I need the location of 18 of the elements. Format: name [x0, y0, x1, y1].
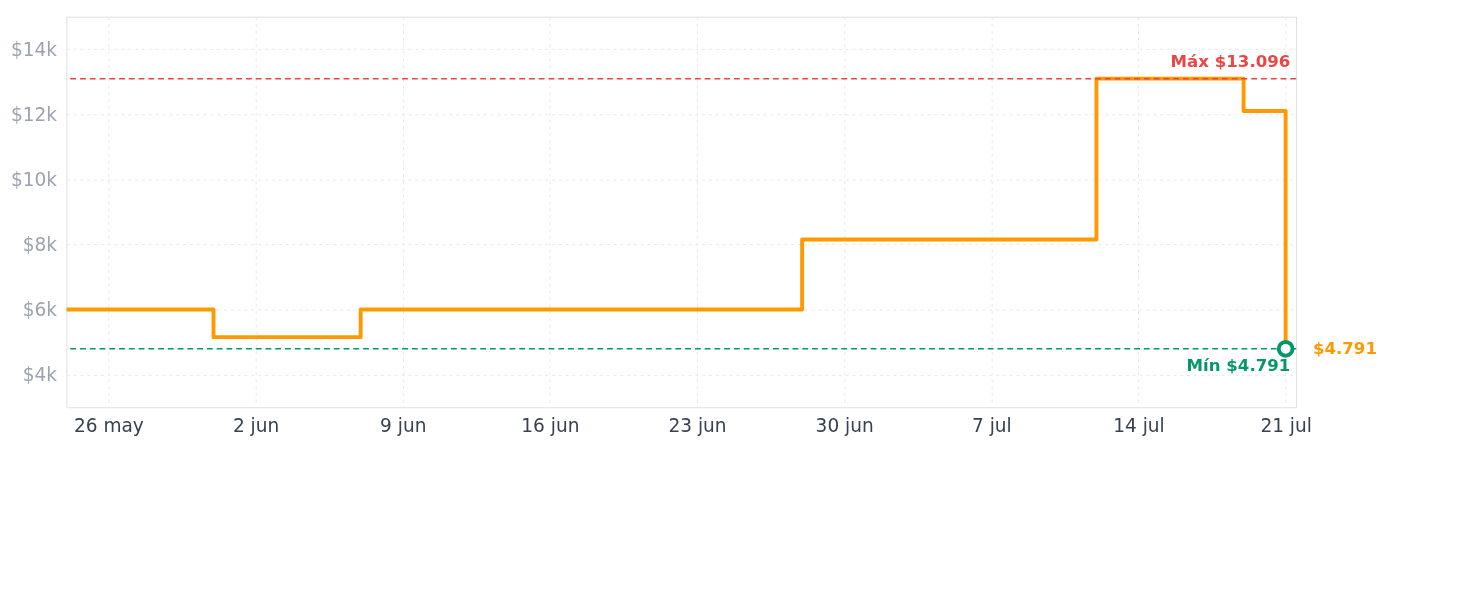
x-tick-label: 2 jun: [232, 415, 280, 436]
x-tick-label: 9 jun: [380, 415, 427, 436]
ref-line-label: Máx $13.096: [1170, 51, 1291, 71]
x-tick-label: 21 jul: [1260, 415, 1312, 436]
x-tick-label: 14 jul: [1113, 415, 1165, 436]
x-tick-label: 16 jun: [521, 415, 580, 436]
y-tick-label: $8k: [22, 233, 58, 255]
y-tick-label: $14k: [10, 38, 58, 60]
y-tick-label: $12k: [10, 103, 58, 125]
annotation: $4.791: [1312, 338, 1377, 358]
ref-line-label: Mín $4.791: [1186, 356, 1291, 376]
y-tick-label: $10k: [10, 168, 58, 190]
x-tick-label: 23 jun: [668, 415, 727, 436]
y-tick-label: $4k: [22, 363, 58, 385]
x-tick-label: 30 jun: [815, 415, 874, 436]
x-tick-label: 26 may: [73, 415, 144, 436]
y-tick-label: $6k: [22, 298, 58, 320]
x-tick-label: 7 jul: [971, 415, 1012, 436]
